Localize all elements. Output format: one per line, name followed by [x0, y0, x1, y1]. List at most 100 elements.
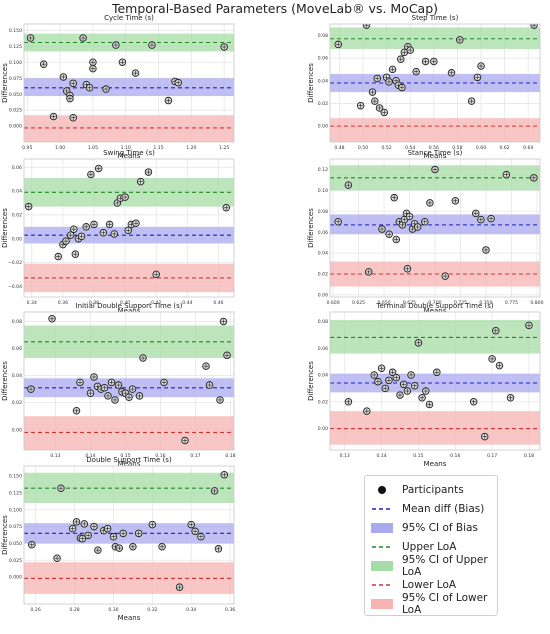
participant-point [78, 534, 87, 543]
participant-point [385, 230, 393, 239]
participant-point [375, 104, 384, 112]
x-tick-label: 0.58 [452, 145, 462, 151]
panel-1: 0.95 1.00 1.05 1.10 1.15 1.20 1.25 0.000 0.025 0.… [1, 14, 235, 160]
y-tick-label: 0.050 [9, 92, 22, 98]
x-tick-label: 0.34 [186, 607, 196, 613]
x-tick-label: 1.05 [88, 145, 98, 151]
participant-point [222, 204, 230, 212]
y-tick-label: 0.025 [9, 558, 22, 564]
x-axis-label: Means [424, 460, 447, 468]
y-tick-label: 0.100 [9, 60, 22, 66]
participant-point [373, 74, 381, 83]
ci-upper-loa-band [330, 320, 540, 354]
y-tick-label: 0.08 [318, 33, 328, 39]
participant-point [456, 36, 464, 44]
participant-point [72, 407, 81, 415]
legend-entry-ci-lower-loa: 95% CI of Lower LoA [371, 592, 497, 616]
participant-point [406, 46, 414, 54]
participant-point [125, 393, 133, 401]
y-axis-label: Differences [307, 361, 315, 401]
y-tick-label: 0.02 [318, 272, 328, 278]
x-tick-label: 0.14 [85, 453, 95, 459]
y-tick-label: 0.00 [318, 293, 328, 299]
plot-frame [23, 311, 235, 451]
participant-point [144, 168, 153, 176]
panel-title: Cycle Time (s) [104, 14, 154, 22]
participant-point [447, 69, 456, 77]
participant-point [377, 364, 386, 373]
participant-point [132, 219, 140, 227]
y-tick-label: −0.02 [8, 260, 22, 266]
ci-lower-swatch-icon [371, 599, 393, 609]
participant-points [334, 24, 538, 117]
participant-point [175, 583, 184, 591]
y-tick-label: 0.06 [318, 56, 328, 62]
participant-point [128, 385, 137, 393]
participant-point [430, 57, 438, 66]
participant-point [69, 114, 77, 122]
participant-point [388, 65, 397, 74]
participant-point [344, 181, 353, 189]
participant-point [105, 220, 114, 229]
participant-point [356, 101, 365, 110]
participant-points [344, 321, 533, 441]
x-tick-label: 0.40 [120, 300, 130, 306]
participant-point [160, 378, 168, 387]
x-tick-label: 1.00 [55, 145, 65, 151]
y-tick-label: 0.02 [12, 400, 22, 406]
y-tick-label: 0.00 [12, 236, 22, 242]
participant-point [506, 393, 515, 402]
participant-point [104, 392, 112, 400]
ci-bias-band [24, 78, 234, 97]
x-tick-label: 0.36 [58, 300, 68, 306]
participant-point [426, 199, 434, 207]
participant-point [216, 396, 224, 404]
participant-point [414, 339, 423, 347]
y-tick-label: 0.150 [9, 474, 22, 480]
participant-point [24, 202, 33, 211]
panel-3: 0.34 0.36 0.38 0.40 0.42 0.44 0.46 −0.04 −0.02 0.… [1, 149, 235, 315]
x-axis-label: Means [424, 307, 447, 315]
participant-point [139, 354, 147, 362]
participant-point [210, 487, 219, 495]
participant-point [480, 432, 489, 441]
participant-point [62, 237, 70, 245]
participant-point [368, 88, 377, 96]
participant-point [54, 252, 62, 261]
participant-point [413, 223, 422, 231]
participant-point [374, 377, 382, 386]
participant-point [191, 527, 199, 536]
participant-points [334, 165, 538, 280]
participant-point [399, 380, 408, 389]
participant-point [371, 97, 379, 105]
participant-point [488, 355, 496, 363]
participant-point [370, 371, 378, 379]
legend-entry-upper-loa: Upper LoA [371, 539, 456, 555]
participant-point [477, 215, 485, 224]
participant-point [87, 170, 95, 179]
x-tick-label: 0.17 [190, 453, 200, 459]
plot-frame [23, 465, 235, 605]
ci-lower-loa-band [24, 416, 234, 450]
y-tick-label: 0.04 [318, 78, 328, 84]
participant-point [425, 400, 434, 409]
participant-point [451, 197, 460, 205]
x-tick-label: 0.30 [108, 607, 118, 613]
x-tick-label: 0.725 [454, 300, 467, 306]
y-tick-label: 0.06 [12, 346, 22, 352]
participant-point [68, 524, 77, 533]
participant-point [85, 84, 94, 92]
x-tick-label: 0.48 [334, 145, 344, 151]
participant-point [385, 376, 393, 385]
y-axis-label: Differences [1, 361, 9, 401]
x-tick-label: 1.25 [219, 145, 229, 151]
legend-entry-lower-loa: Lower LoA [371, 577, 456, 593]
y-tick-label: 0.04 [318, 373, 328, 379]
participant-point [99, 229, 108, 237]
participant-point [148, 520, 157, 529]
x-tick-label: 0.750 [479, 300, 492, 306]
y-tick-label: 0.125 [9, 491, 22, 497]
participant-point [385, 78, 393, 86]
participant-points [27, 315, 231, 445]
participant-point [109, 532, 118, 541]
